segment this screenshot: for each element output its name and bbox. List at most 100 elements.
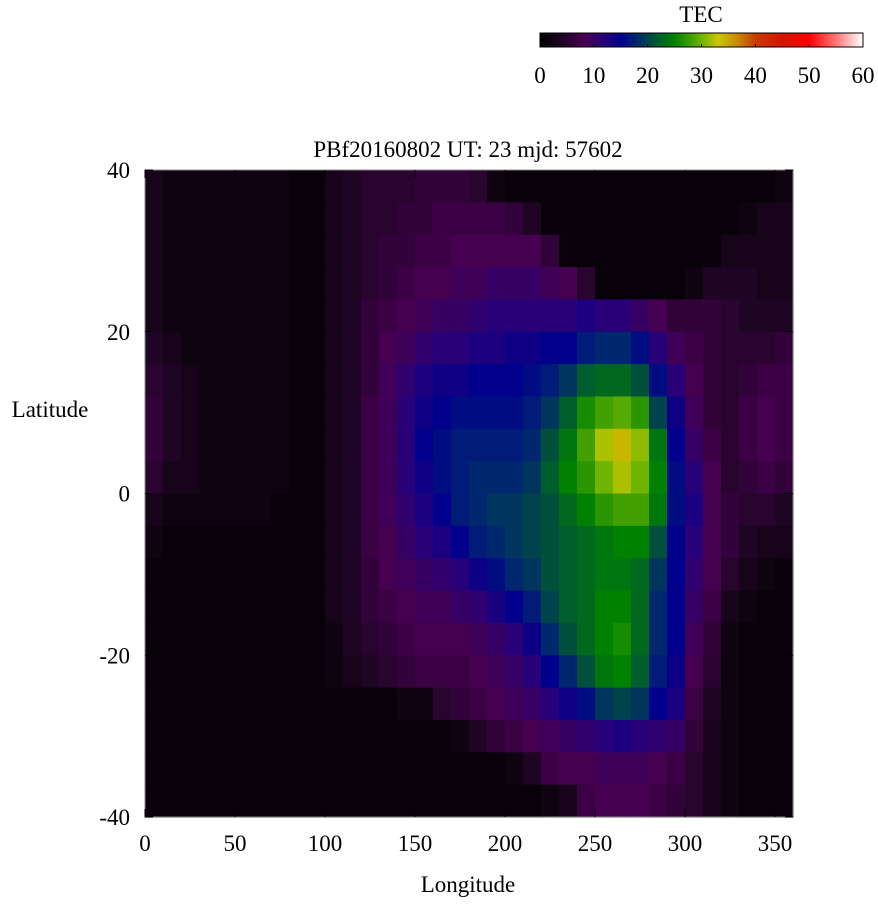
heatmap-cell xyxy=(649,428,668,462)
heatmap-cell xyxy=(415,655,434,689)
heatmap-cell xyxy=(757,428,776,462)
heatmap-cell xyxy=(739,558,758,592)
heatmap-cell xyxy=(451,299,470,333)
heatmap-cell xyxy=(361,299,380,333)
heatmap-cell xyxy=(163,558,182,592)
heatmap-cell xyxy=(649,267,668,300)
heatmap-cell xyxy=(163,493,182,527)
heatmap-cell xyxy=(379,558,398,592)
heatmap-cell xyxy=(739,590,758,624)
heatmap-cell xyxy=(469,687,488,721)
heatmap-cell xyxy=(433,590,452,624)
heatmap-cell xyxy=(271,493,290,527)
heatmap-cell xyxy=(379,170,398,203)
heatmap-cell xyxy=(217,558,236,592)
heatmap-cell xyxy=(631,299,650,333)
heatmap-cell xyxy=(415,331,434,365)
heatmap-cell xyxy=(685,396,704,430)
heatmap-cell xyxy=(415,267,434,300)
heatmap-cell xyxy=(343,752,362,786)
heatmap-cell xyxy=(541,299,560,333)
heatmap-cell xyxy=(559,428,578,462)
heatmap-cell xyxy=(505,267,524,300)
heatmap-cell xyxy=(307,784,326,818)
heatmap-cell xyxy=(721,719,740,753)
heatmap-cell xyxy=(631,493,650,527)
heatmap-cell xyxy=(667,525,686,559)
heatmap-cell xyxy=(703,784,722,818)
heatmap-cell xyxy=(181,719,200,753)
heatmap-cell xyxy=(559,299,578,333)
heatmap-cell xyxy=(451,655,470,689)
heatmap-cell xyxy=(361,461,380,495)
heatmap-cell xyxy=(595,364,614,398)
heatmap-cell xyxy=(685,719,704,753)
heatmap-cell xyxy=(289,202,308,236)
heatmap-cell xyxy=(703,525,722,559)
colorbar-tick-label: 60 xyxy=(852,63,875,88)
heatmap-cell xyxy=(343,719,362,753)
heatmap-cell xyxy=(541,687,560,721)
heatmap-cell xyxy=(343,202,362,236)
y-tick-label: 0 xyxy=(119,482,131,507)
heatmap-cell xyxy=(271,687,290,721)
x-tick-label: 250 xyxy=(578,831,613,856)
heatmap-cell xyxy=(721,752,740,786)
heatmap-cell xyxy=(325,784,344,818)
heatmap-cell xyxy=(379,622,398,656)
heatmap-cell xyxy=(703,558,722,592)
heatmap-cell xyxy=(271,622,290,656)
heatmap-cell xyxy=(325,622,344,656)
heatmap-cell xyxy=(199,655,218,689)
heatmap-cell xyxy=(613,590,632,624)
heatmap-cell xyxy=(289,493,308,527)
heatmap-cell xyxy=(451,493,470,527)
heatmap-cell xyxy=(451,558,470,592)
heatmap-cell xyxy=(325,234,344,268)
heatmap-cell xyxy=(325,170,344,203)
heatmap-cell xyxy=(685,331,704,365)
heatmap-cell xyxy=(235,590,254,624)
heatmap-cell xyxy=(559,461,578,495)
heatmap-cell xyxy=(541,461,560,495)
heatmap-cell xyxy=(469,396,488,430)
heatmap-cell xyxy=(487,299,506,333)
heatmap-cell xyxy=(721,493,740,527)
heatmap-cell xyxy=(523,428,542,462)
heatmap-cell xyxy=(181,299,200,333)
heatmap-cell xyxy=(685,655,704,689)
heatmap-cell xyxy=(523,525,542,559)
heatmap-cell xyxy=(235,461,254,495)
heatmap-cell xyxy=(595,428,614,462)
heatmap-cell xyxy=(451,234,470,268)
heatmap-cell xyxy=(757,493,776,527)
heatmap-cell xyxy=(523,331,542,365)
heatmap-cell xyxy=(577,525,596,559)
heatmap-cell xyxy=(487,590,506,624)
heatmap-cell xyxy=(739,428,758,462)
heatmap-cell xyxy=(379,396,398,430)
heatmap-cell xyxy=(703,655,722,689)
heatmap-cell xyxy=(559,396,578,430)
heatmap-cell xyxy=(361,655,380,689)
heatmap-cell xyxy=(397,396,416,430)
heatmap-cell xyxy=(433,170,452,203)
heatmap-cell xyxy=(325,493,344,527)
heatmap-cell xyxy=(541,234,560,268)
heatmap-cell xyxy=(379,428,398,462)
heatmap-cell xyxy=(217,493,236,527)
heatmap-cell xyxy=(487,558,506,592)
heatmap-cell xyxy=(379,364,398,398)
heatmap-cell xyxy=(487,396,506,430)
heatmap-cell xyxy=(577,428,596,462)
heatmap-cell xyxy=(289,752,308,786)
heatmap-cell xyxy=(325,655,344,689)
heatmap-cell xyxy=(415,558,434,592)
heatmap-cell xyxy=(469,299,488,333)
heatmap-cell xyxy=(757,234,776,268)
heatmap-cell xyxy=(685,364,704,398)
heatmap-cell xyxy=(163,234,182,268)
heatmap-cell xyxy=(721,170,740,203)
heatmap-cell xyxy=(343,493,362,527)
